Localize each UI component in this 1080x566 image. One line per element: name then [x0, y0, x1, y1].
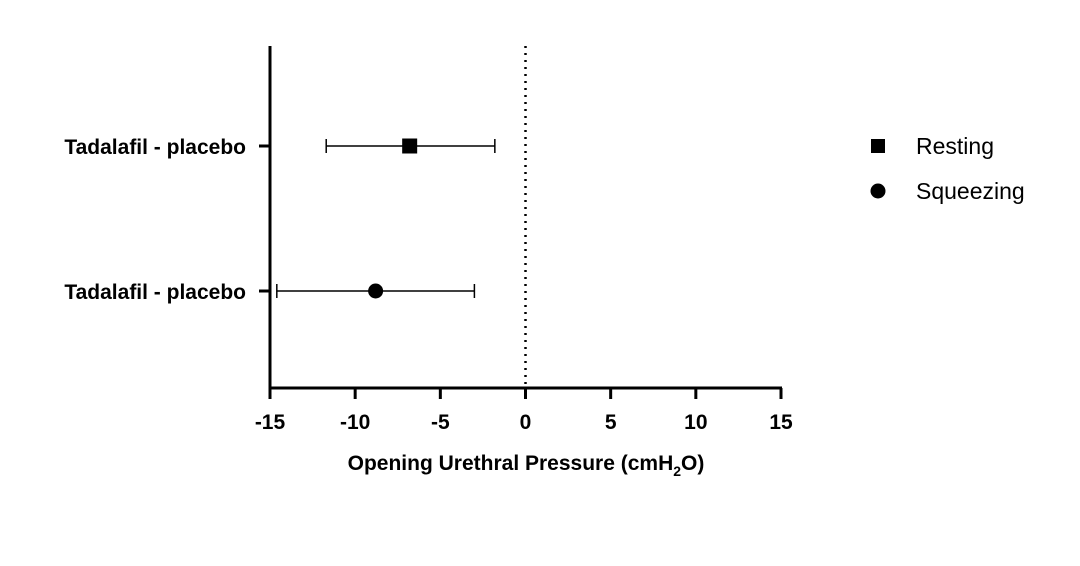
x-tick-label: 15: [769, 411, 793, 434]
x-tick-label: -10: [340, 411, 370, 434]
legend: Resting Squeezing: [870, 133, 1025, 204]
x-tick-label: 0: [520, 411, 532, 434]
x-tick-label: 10: [684, 411, 707, 434]
legend-label: Resting: [916, 133, 994, 159]
point-estimate-square: [402, 138, 418, 154]
point-estimate-circle: [368, 283, 384, 299]
legend-circle-icon: [870, 183, 886, 199]
x-axis-label: Opening Urethral Pressure (cmH2O): [348, 452, 705, 479]
legend-label: Squeezing: [916, 178, 1025, 204]
row-label: Tadalafil - placebo: [64, 136, 246, 159]
x-tick-label: -15: [255, 411, 286, 434]
row-label: Tadalafil - placebo: [64, 281, 246, 304]
legend-square-icon: [871, 139, 885, 153]
x-tick-label: -5: [431, 411, 450, 434]
x-tick-label: 5: [605, 411, 617, 434]
